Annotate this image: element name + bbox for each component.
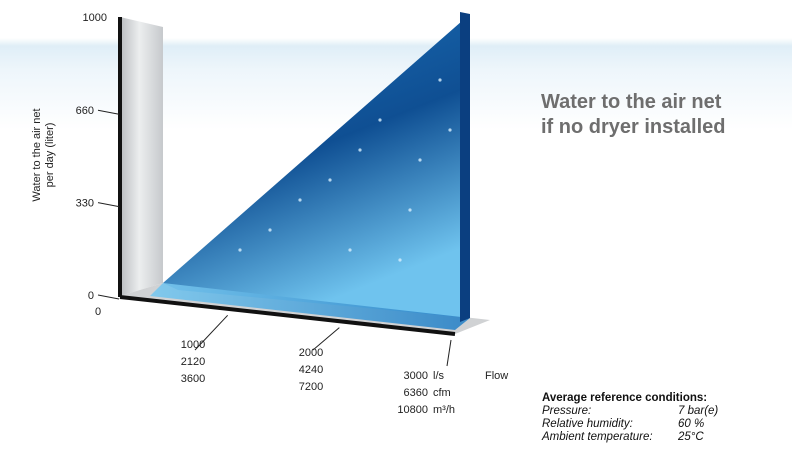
headline: Water to the air net if no dryer install… — [541, 90, 791, 140]
water-wedge — [163, 14, 470, 318]
x-tick-label: 10800 — [397, 404, 428, 416]
x-ticks: 0 1000 2120 3600 2000 4240 7200 3000 6360 10800 — [95, 306, 452, 416]
condition-value: 7 bar(e) — [678, 405, 719, 417]
y-axis-title-line2: per day (liter) — [44, 123, 56, 188]
x-tick-mark — [194, 314, 229, 351]
x-tick-label: 2000 — [299, 347, 323, 359]
x-origin-label: 0 — [95, 306, 101, 318]
condition-row: Relative humidity: 60 % — [542, 418, 782, 431]
headline-line2: if no dryer installed — [541, 116, 726, 138]
x-tick-label: 3600 — [181, 373, 205, 385]
x-tick-mark — [312, 327, 340, 351]
condition-label: Pressure: — [542, 405, 592, 417]
condition-label: Ambient temperature: — [542, 431, 653, 443]
y-tick-mark — [97, 202, 120, 208]
x-unit-ls: l/s — [433, 370, 445, 382]
y-tick-label: 1000 — [83, 12, 107, 24]
condition-value: 60 % — [678, 418, 705, 430]
condition-label: Relative humidity: — [542, 418, 633, 430]
water-sparkle — [418, 158, 422, 162]
condition-row: Ambient temperature: 25°C — [542, 431, 782, 444]
water-sparkle — [448, 128, 452, 132]
y-tick-label: 330 — [76, 198, 94, 210]
water-sparkle — [358, 148, 362, 152]
x-tick-label: 3000 — [404, 370, 428, 382]
water-edge — [460, 12, 470, 322]
water-sparkle — [378, 118, 382, 122]
y-tick-label: 660 — [76, 105, 94, 117]
y-ticks: 1000 660 330 0 — [76, 12, 120, 302]
x-axis-title: Flow — [485, 370, 508, 382]
water-sparkle — [398, 258, 402, 262]
x-tick-label: 1000 — [181, 339, 205, 351]
water-sparkle — [328, 178, 332, 182]
conditions-title: Average reference conditions: — [542, 392, 708, 404]
x-tick-label: 2120 — [181, 356, 205, 368]
headline-line1: Water to the air net — [541, 91, 722, 113]
y-tick-mark — [97, 109, 120, 115]
x-tick-label: 7200 — [299, 381, 323, 393]
condition-row: Pressure: 7 bar(e) — [542, 405, 782, 418]
y-tick-mark — [97, 294, 120, 300]
water-surface-bottom — [150, 283, 470, 330]
x-tick-label: 4240 — [299, 364, 323, 376]
x-units: l/s cfm m³/h — [433, 370, 455, 416]
water-area — [150, 12, 470, 330]
water-sparkle — [298, 198, 302, 202]
y-axis-wall — [120, 17, 163, 296]
x-tick-mark — [446, 339, 452, 367]
y-axis-title-line1: Water to the air net — [31, 108, 43, 201]
water-sparkle — [348, 248, 352, 252]
reference-conditions: Average reference conditions: Pressure: … — [542, 392, 782, 444]
x-unit-m3h: m³/h — [433, 404, 455, 416]
x-axis-line — [119, 295, 456, 336]
y-tick-label: 0 — [88, 290, 94, 302]
x-unit-cfm: cfm — [433, 387, 451, 399]
water-sparkle — [408, 208, 412, 212]
water-sparkle — [438, 78, 442, 82]
x-tick-label: 6360 — [404, 387, 428, 399]
water-sparkle — [238, 248, 242, 252]
condition-value: 25°C — [678, 431, 704, 443]
water-sparkle — [268, 228, 272, 232]
